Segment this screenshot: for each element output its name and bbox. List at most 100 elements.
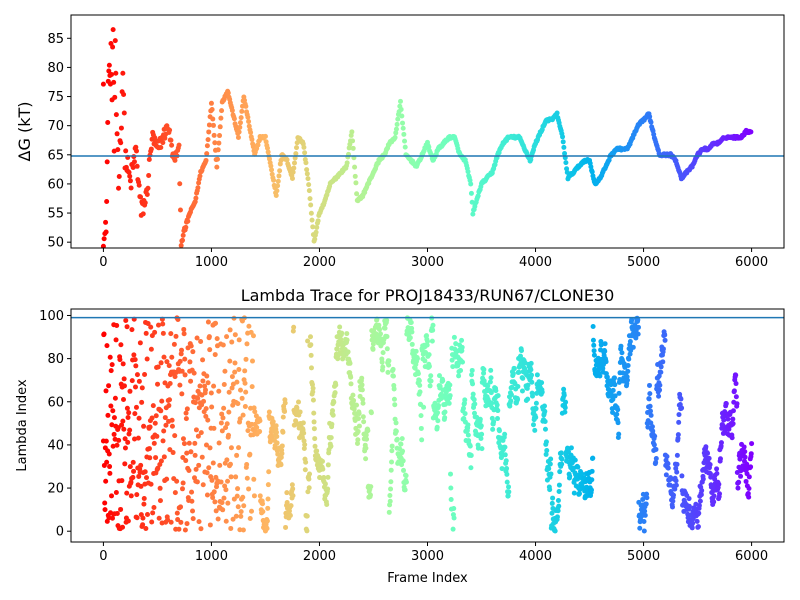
delta-g-point <box>212 140 218 146</box>
lambda-point <box>430 327 436 333</box>
lambda-point <box>222 368 228 374</box>
lambda-point <box>207 445 213 451</box>
lambda-point <box>561 386 567 392</box>
lambda-point <box>109 515 115 521</box>
lambda-point <box>192 400 198 406</box>
lambda-point <box>660 359 666 365</box>
lambda-point <box>311 419 317 425</box>
lambda-point <box>618 343 624 349</box>
lambda-point <box>590 324 596 330</box>
delta-g-point <box>308 202 314 208</box>
lambda-point <box>138 483 144 489</box>
lambda-point <box>597 373 603 379</box>
delta-g-point <box>313 229 319 235</box>
lambda-point <box>393 428 399 434</box>
lambda-point <box>447 382 453 388</box>
delta-g-point <box>560 139 566 145</box>
delta-g-point <box>267 156 273 162</box>
lambda-point <box>308 342 314 348</box>
lambda-point <box>307 471 313 477</box>
x-tick-label: 4000 <box>519 255 552 270</box>
lambda-point <box>442 409 448 415</box>
delta-g-point <box>146 157 152 163</box>
lambda-point <box>436 373 442 379</box>
delta-g-point <box>197 173 203 179</box>
lambda-point <box>348 381 354 387</box>
lambda-point <box>205 319 211 325</box>
delta-g-point <box>395 116 401 122</box>
lambda-point <box>616 431 622 437</box>
lambda-x-ticks: 0 1000 2000 3000 4000 5000 6000 <box>99 542 768 564</box>
lambda-point <box>129 378 135 384</box>
lambda-point <box>254 424 260 430</box>
delta-g-point <box>118 140 124 146</box>
lambda-point <box>614 411 620 417</box>
lambda-point <box>543 451 549 457</box>
lambda-point <box>218 479 224 485</box>
lambda-point <box>647 391 653 397</box>
x-tick-label: 6000 <box>735 255 768 270</box>
lambda-point <box>127 464 133 470</box>
lambda-point <box>167 447 173 453</box>
lambda-point <box>246 486 252 492</box>
lambda-point <box>660 346 666 352</box>
lambda-point <box>219 500 225 506</box>
lambda-point <box>199 454 205 460</box>
lambda-point <box>542 408 548 414</box>
lambda-point <box>447 393 453 399</box>
lambda-point <box>278 454 284 460</box>
lambda-point <box>459 337 465 343</box>
lambda-point <box>264 518 270 524</box>
lambda-point <box>624 377 630 383</box>
lambda-point <box>179 391 185 397</box>
lambda-point <box>226 409 232 415</box>
lambda-point <box>657 387 663 393</box>
lambda-point <box>175 517 181 523</box>
lambda-point <box>644 491 650 497</box>
lambda-point <box>132 411 138 417</box>
delta-g-point <box>354 191 360 197</box>
lambda-point <box>673 478 679 484</box>
lambda-point <box>496 428 502 434</box>
lambda-point <box>235 486 241 492</box>
delta-g-point <box>229 108 235 114</box>
delta-g-point <box>274 188 280 194</box>
lambda-point <box>344 331 350 337</box>
lambda-point <box>160 330 166 336</box>
lambda-point <box>333 382 339 388</box>
lambda-point <box>229 374 235 380</box>
lambda-point <box>356 423 362 429</box>
lambda-point <box>543 439 549 445</box>
lambda-point <box>390 373 396 379</box>
lambda-point <box>561 392 567 398</box>
delta-g-panel: 0 1000 2000 3000 4000 5000 6000 50 55 60 65 70 75 80… <box>15 14 785 270</box>
delta-g-point <box>400 120 406 126</box>
lambda-point <box>136 378 142 384</box>
lambda-point <box>174 478 180 484</box>
lambda-point <box>635 317 641 323</box>
lambda-point <box>440 378 446 384</box>
lambda-point <box>306 485 312 491</box>
lambda-point <box>122 436 128 442</box>
lambda-point <box>290 486 296 492</box>
lambda-point <box>442 401 448 407</box>
delta-g-point <box>146 173 152 179</box>
lambda-point <box>129 327 135 333</box>
lambda-point <box>367 492 373 498</box>
lambda-point <box>748 451 754 457</box>
delta-g-x-ticks: 0 1000 2000 3000 4000 5000 6000 <box>99 248 768 270</box>
lambda-point <box>134 372 140 378</box>
delta-g-point <box>172 157 178 163</box>
lambda-point <box>155 364 161 370</box>
lambda-point <box>726 426 732 432</box>
lambda-point <box>505 493 511 499</box>
lambda-point <box>418 425 424 431</box>
lambda-point <box>242 380 248 386</box>
lambda-point <box>178 351 184 357</box>
lambda-point <box>166 403 172 409</box>
lambda-point <box>147 455 153 461</box>
lambda-point <box>265 496 271 502</box>
lambda-point <box>334 346 340 352</box>
lambda-point <box>379 359 385 365</box>
lambda-point <box>102 500 108 506</box>
